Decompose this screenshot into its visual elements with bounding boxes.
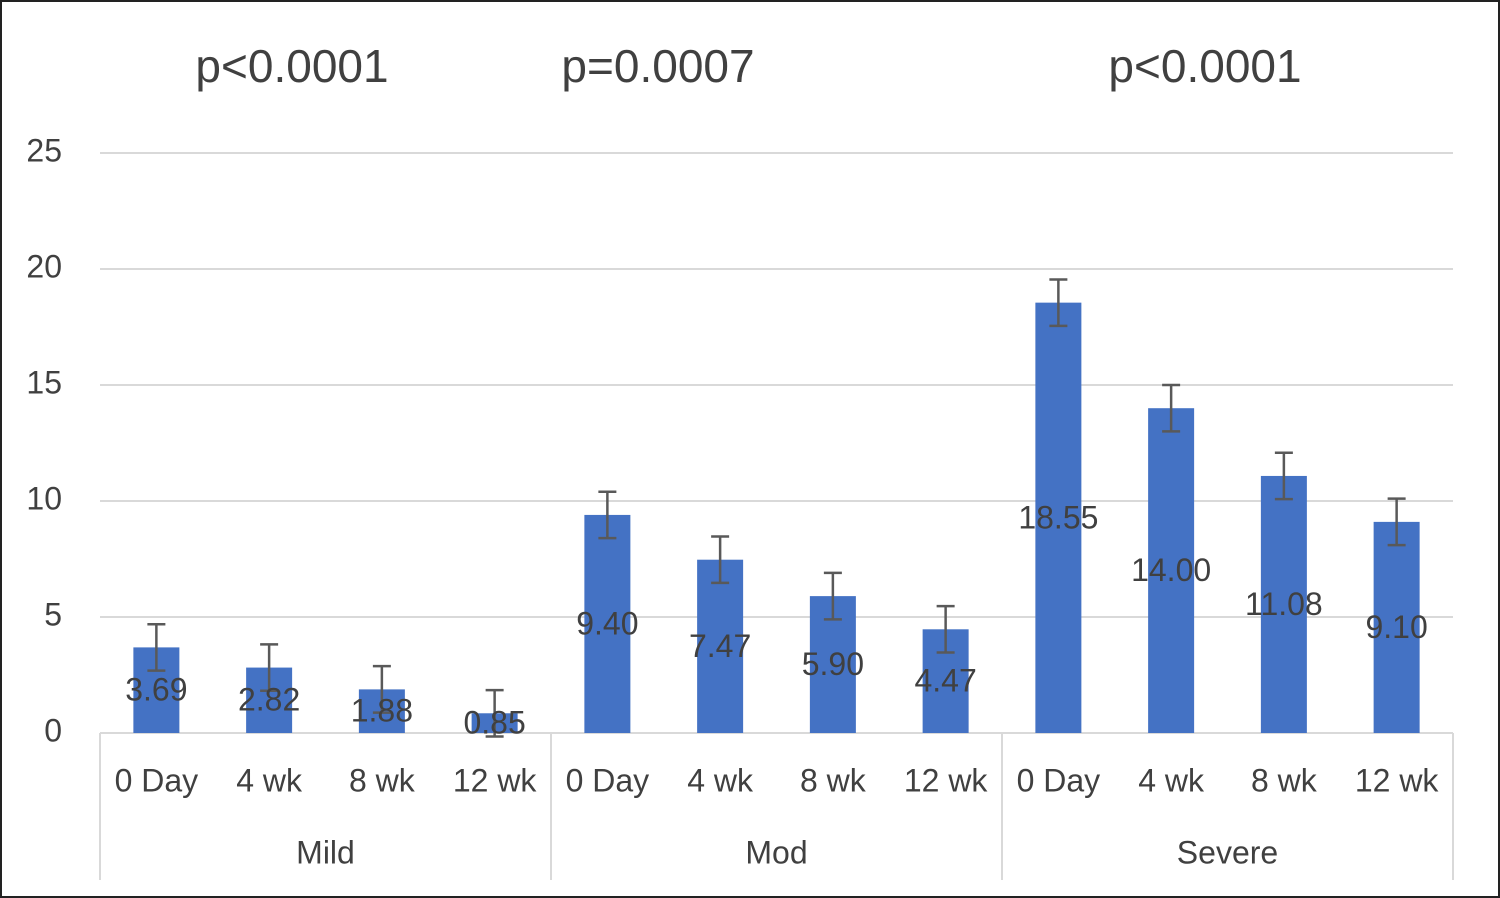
error-bar [1274, 451, 1293, 501]
group-label: Severe [1177, 834, 1278, 870]
data-label: 14.00 [1131, 552, 1211, 588]
error-bar [823, 571, 842, 621]
annotation: p=0.0007 [561, 40, 754, 92]
x-tick-label: 8 wk [1251, 762, 1318, 798]
data-label: 5.90 [802, 646, 864, 682]
error-bar [1162, 383, 1181, 433]
error-bar [1387, 497, 1406, 547]
x-tick-label: 4 wk [1138, 762, 1205, 798]
error-bar [147, 622, 166, 672]
x-tick-label: 12 wk [453, 762, 538, 798]
x-tick-label: 12 wk [904, 762, 989, 798]
data-label: 3.69 [125, 672, 187, 708]
data-label: 9.10 [1365, 609, 1427, 645]
y-tick-label: 5 [44, 596, 62, 632]
annotation: p<0.0001 [1108, 40, 1301, 92]
error-bar [936, 604, 955, 654]
group-label: Mild [296, 834, 355, 870]
x-tick-label: 12 wk [1355, 762, 1440, 798]
data-label: 11.08 [1245, 586, 1323, 622]
y-tick-label: 15 [26, 364, 62, 400]
error-bar [1049, 278, 1068, 328]
annotation: p<0.0001 [195, 40, 388, 92]
data-label: 2.82 [238, 682, 300, 718]
x-tick-label: 8 wk [349, 762, 416, 798]
data-label: 1.88 [351, 693, 413, 729]
data-label: 18.55 [1018, 499, 1098, 535]
x-tick-label: 0 Day [566, 762, 650, 798]
data-label: 0.85 [463, 705, 525, 741]
bar [1373, 521, 1420, 733]
bar [1260, 475, 1307, 733]
data-label: 4.47 [914, 663, 976, 699]
data-label: 9.40 [576, 605, 638, 641]
y-tick-label: 10 [26, 480, 62, 516]
y-tick-label: 25 [26, 132, 62, 168]
error-bar [598, 490, 617, 540]
data-label: 7.47 [689, 628, 751, 664]
y-tick-label: 20 [26, 248, 62, 284]
x-tick-label: 4 wk [687, 762, 754, 798]
x-tick-label: 0 Day [1017, 762, 1101, 798]
bar [584, 514, 631, 733]
bar [1035, 302, 1082, 733]
group-label: Mod [745, 834, 807, 870]
x-tick-label: 0 Day [115, 762, 199, 798]
bar [1148, 408, 1195, 733]
y-tick-label: 0 [44, 712, 62, 748]
bar [697, 559, 744, 733]
error-bar [260, 643, 279, 693]
error-bar [485, 688, 504, 738]
error-bar [372, 664, 391, 714]
error-bar [711, 535, 730, 585]
x-tick-label: 8 wk [800, 762, 867, 798]
x-tick-label: 4 wk [236, 762, 303, 798]
